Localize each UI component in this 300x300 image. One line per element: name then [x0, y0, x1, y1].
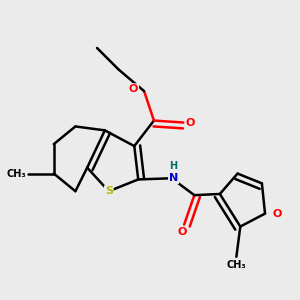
Text: O: O: [186, 118, 195, 128]
Text: O: O: [273, 208, 282, 219]
Text: CH₃: CH₃: [7, 169, 26, 178]
Text: CH₃: CH₃: [226, 260, 246, 270]
Text: H: H: [169, 161, 178, 171]
Text: S: S: [105, 186, 113, 196]
Text: O: O: [129, 84, 138, 94]
Text: O: O: [178, 227, 187, 237]
Text: N: N: [169, 173, 178, 183]
